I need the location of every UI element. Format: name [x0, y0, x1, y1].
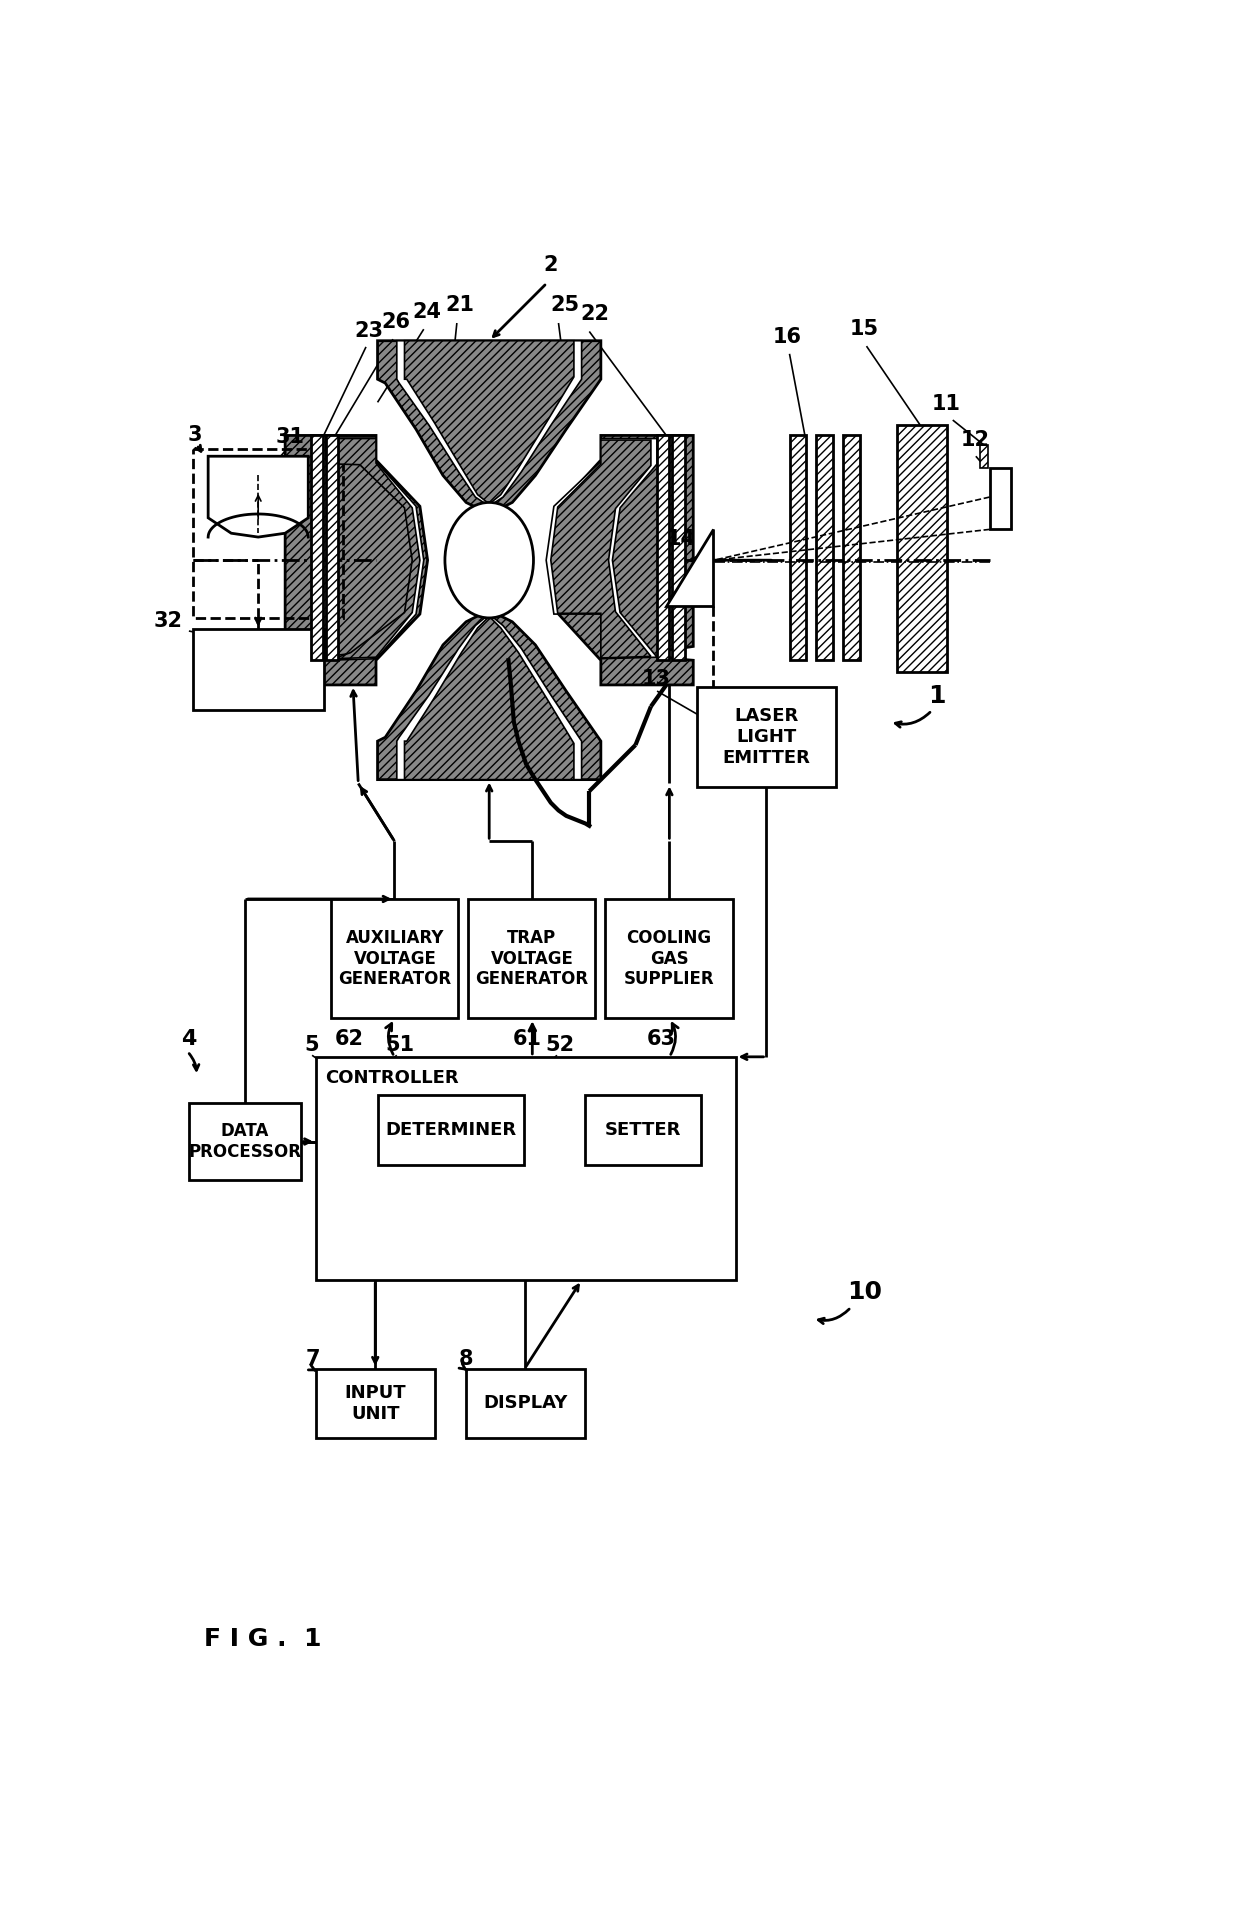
Bar [192, 449, 343, 619]
FancyArrowPatch shape [386, 1023, 393, 1054]
Text: 22: 22 [580, 304, 609, 325]
Text: 3: 3 [187, 426, 202, 445]
Text: DISPLAY: DISPLAY [484, 1394, 568, 1413]
Bar [310, 435, 322, 661]
Polygon shape [404, 340, 574, 504]
Text: 16: 16 [773, 326, 801, 347]
Text: 63: 63 [647, 1029, 676, 1050]
Polygon shape [551, 441, 651, 659]
Text: 5: 5 [304, 1035, 319, 1056]
Text: DETERMINER: DETERMINER [386, 1121, 516, 1140]
Text: 61: 61 [512, 1029, 542, 1050]
Text: 26: 26 [382, 311, 410, 332]
Text: F I G .  1: F I G . 1 [205, 1626, 322, 1651]
Text: COOLING
GAS
SUPPLIER: COOLING GAS SUPPLIER [624, 930, 714, 989]
Text: INPUT
UNIT: INPUT UNIT [345, 1384, 407, 1422]
Text: 24: 24 [412, 302, 441, 323]
Text: LASER
LIGHT
EMITTER: LASER LIGHT EMITTER [723, 708, 810, 767]
Polygon shape [377, 611, 601, 779]
Bar [331, 899, 459, 1017]
Text: 4: 4 [181, 1029, 197, 1050]
Text: 8: 8 [459, 1350, 472, 1369]
Text: 23: 23 [355, 321, 383, 342]
Bar [981, 445, 988, 468]
Bar [898, 426, 947, 672]
Text: CONTROLLER: CONTROLLER [325, 1069, 459, 1088]
Text: 25: 25 [551, 296, 580, 315]
Text: 14: 14 [666, 529, 696, 548]
Polygon shape [377, 340, 601, 514]
Polygon shape [285, 435, 428, 685]
Bar [316, 1369, 435, 1437]
Polygon shape [551, 435, 693, 685]
Bar [790, 435, 806, 661]
Bar [326, 435, 339, 661]
Text: TRAP
VOLTAGE
GENERATOR: TRAP VOLTAGE GENERATOR [475, 930, 589, 989]
Text: 21: 21 [445, 296, 475, 315]
Bar [990, 468, 1012, 529]
Polygon shape [326, 437, 424, 661]
Bar [192, 630, 324, 710]
Text: 7: 7 [306, 1350, 320, 1369]
Bar [188, 1103, 300, 1180]
Bar [605, 899, 733, 1017]
Bar [657, 435, 670, 661]
Ellipse shape [445, 502, 533, 619]
Bar [469, 899, 595, 1017]
Text: 31: 31 [275, 428, 304, 447]
FancyArrowPatch shape [671, 1023, 678, 1054]
Bar [466, 1369, 585, 1437]
Text: AUXILIARY
VOLTAGE
GENERATOR: AUXILIARY VOLTAGE GENERATOR [339, 930, 451, 989]
Polygon shape [397, 615, 582, 779]
Text: 10: 10 [847, 1281, 882, 1304]
FancyArrowPatch shape [529, 1025, 536, 1054]
Text: 51: 51 [386, 1035, 414, 1056]
Text: SETTER: SETTER [605, 1121, 682, 1140]
Bar [377, 1096, 523, 1164]
Text: 11: 11 [932, 393, 961, 414]
Text: DATA
PROCESSOR: DATA PROCESSOR [188, 1122, 301, 1161]
Polygon shape [666, 529, 713, 607]
Bar [316, 1058, 735, 1281]
Text: 2: 2 [543, 256, 558, 275]
Bar [816, 435, 833, 661]
Polygon shape [397, 340, 582, 506]
Text: 62: 62 [335, 1029, 365, 1050]
Bar [697, 687, 836, 787]
Polygon shape [546, 439, 657, 659]
Polygon shape [334, 439, 420, 659]
Bar [672, 435, 684, 661]
Text: 12: 12 [961, 430, 990, 451]
Text: 52: 52 [546, 1035, 574, 1056]
Polygon shape [404, 617, 574, 779]
Bar [585, 1096, 701, 1164]
Polygon shape [208, 456, 309, 536]
Text: 1: 1 [928, 683, 946, 708]
Bar [843, 435, 861, 661]
Text: 32: 32 [154, 611, 182, 632]
Text: 15: 15 [849, 319, 879, 340]
Text: 13: 13 [641, 668, 671, 689]
